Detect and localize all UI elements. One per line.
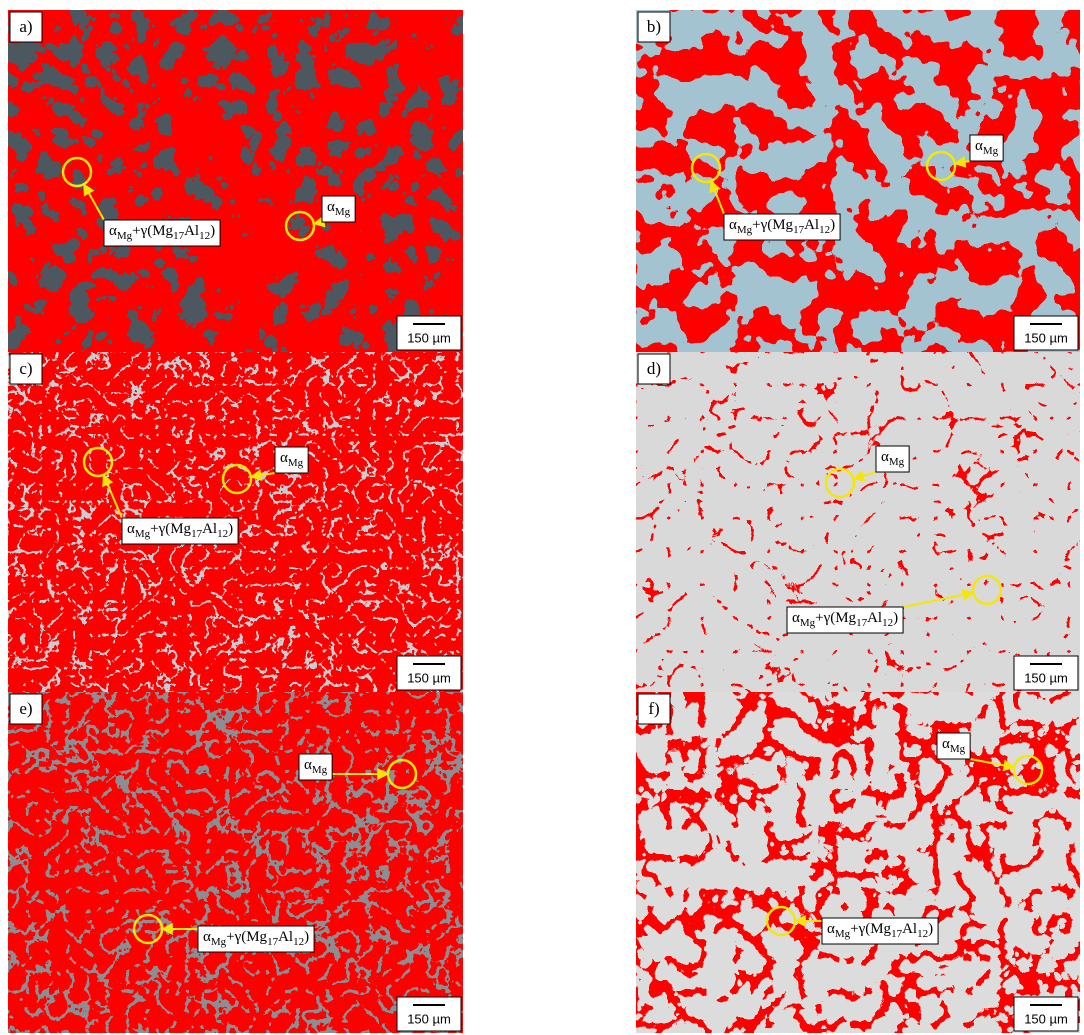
annotation-text-part: Al	[902, 921, 917, 937]
annotation-text-part: )	[928, 921, 933, 937]
annotation-text-part: α	[127, 521, 135, 537]
annotation-text-part: 17	[891, 928, 903, 940]
annotation-text-part: 12	[882, 617, 893, 629]
annotation-text-part: α	[827, 921, 835, 937]
panel-label: e)	[19, 699, 32, 718]
annotation-text-part: )	[228, 521, 233, 537]
annotation-text-part: Mg	[950, 743, 966, 755]
scale-bar-label: 150 µm	[1024, 1011, 1068, 1026]
annotation-text-part: α	[280, 450, 288, 466]
annotation-text-part: )	[210, 223, 215, 239]
annotation-text-part: 17	[191, 528, 203, 540]
annotation-text-part: Mg	[135, 528, 151, 540]
annotation-text-part: +γ(Mg	[132, 223, 173, 239]
annotation-text-part: α	[792, 610, 800, 626]
annotation-text-part: Al	[867, 610, 882, 626]
scale-bar-label: 150 µm	[407, 1011, 451, 1026]
annotation-text-part: +γ(Mg	[815, 610, 856, 626]
annotation-text-part: 12	[917, 928, 928, 940]
annotation-text-part: )	[304, 929, 309, 945]
annotation-text-part: α	[975, 138, 983, 154]
scale-bar-label: 150 µm	[407, 330, 451, 345]
panel-label: d)	[647, 359, 661, 378]
annotation-text-part: Mg	[737, 224, 753, 236]
micrograph-texture	[8, 10, 463, 352]
annotation-text-part: Al	[184, 223, 199, 239]
annotation-text-part: 17	[173, 230, 185, 242]
micrograph-texture	[636, 692, 1080, 1033]
annotation-text-part: Al	[202, 521, 217, 537]
annotation-text-part: Mg	[117, 230, 133, 242]
figure: a)150 µmαMg+γ(Mg17Al12)αMgb)150 µmαMg+γ(…	[0, 0, 1084, 1035]
annotation-text-part: Mg	[889, 456, 905, 468]
annotation-text-part: α	[304, 757, 312, 773]
annotation-text-part: Al	[804, 217, 819, 233]
annotation-text-part: +γ(Mg	[226, 929, 267, 945]
annotation-text-part: +γ(Mg	[850, 921, 891, 937]
annotation-text-part: Mg	[211, 936, 227, 948]
annotation-text-part: Mg	[312, 764, 328, 776]
annotation-text-part: α	[109, 223, 117, 239]
scale-bar-label: 150 µm	[1024, 670, 1068, 685]
annotation-text-part: 12	[819, 224, 830, 236]
micrograph-texture	[636, 352, 1080, 692]
annotation-text-part: 17	[267, 936, 279, 948]
annotation-text-part: Mg	[800, 617, 816, 629]
annotation-text-part: )	[893, 610, 898, 626]
annotation-text-part: 12	[199, 230, 210, 242]
annotation-text-part: 17	[793, 224, 805, 236]
annotation-text-part: α	[729, 217, 737, 233]
annotation-text-part: )	[830, 217, 835, 233]
annotation-text-part: Mg	[335, 206, 351, 218]
annotation-text-part: 12	[293, 936, 304, 948]
micrograph-texture	[8, 692, 463, 1033]
annotation-text-part: Mg	[983, 145, 999, 157]
annotation-text-part: α	[942, 736, 950, 752]
annotation-text-part: α	[203, 929, 211, 945]
annotation-text-part: 12	[217, 528, 228, 540]
annotation-text-part: Mg	[288, 457, 304, 469]
scale-bar-label: 150 µm	[407, 670, 451, 685]
panel-label: c)	[19, 359, 32, 378]
annotation-text-part: +γ(Mg	[150, 521, 191, 537]
annotation-text-part: Mg	[835, 928, 851, 940]
annotation-text-part: α	[881, 449, 889, 465]
annotation-text-part: +γ(Mg	[752, 217, 793, 233]
scale-bar-label: 150 µm	[1024, 330, 1068, 345]
panel-label: b)	[647, 17, 661, 36]
annotation-text-part: α	[327, 199, 335, 215]
panel-label: a)	[19, 17, 32, 36]
panel-label: f)	[648, 699, 659, 718]
annotation-text-part: Al	[278, 929, 293, 945]
annotation-text-part: 17	[856, 617, 868, 629]
